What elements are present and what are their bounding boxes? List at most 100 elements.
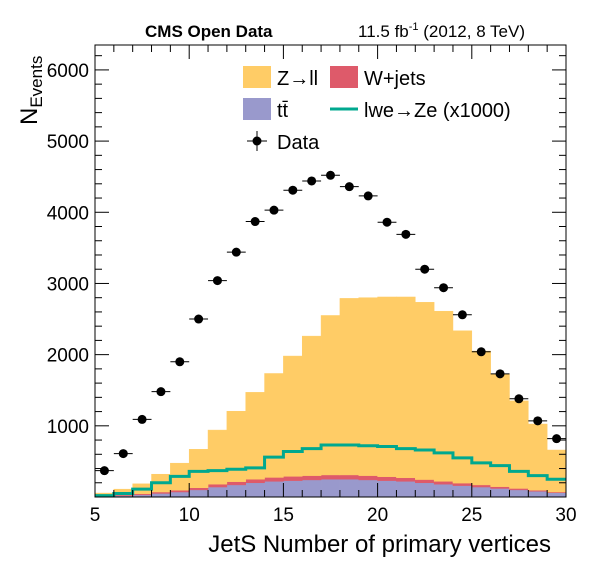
stack-bar-0-4 [170,491,190,498]
stack-bar-2-10 [283,355,303,477]
data-marker-18 [439,283,449,293]
y-tick-label-6000: 6000 [47,61,89,82]
data-points [95,170,566,476]
data-point-7 [226,247,246,257]
stack-bar-2-13 [339,298,360,476]
stack-bar-2-21 [490,373,510,487]
data-point-19 [452,310,472,320]
experiment-label: CMS Open Data [145,22,273,41]
stack-bar-0-6 [207,486,228,498]
data-point-13 [339,182,359,192]
stack-bar-2-6 [207,429,228,485]
stack-bar-2-15 [377,296,397,477]
stack-bar-1-12 [320,474,341,480]
data-point-5 [189,314,209,324]
stack-bar-1-9 [264,477,284,482]
stack-bar-1-10 [283,476,303,481]
stack-bar-0-22 [509,489,529,498]
stack-bar-0-10 [283,480,303,498]
stack-bar-2-23 [528,423,548,491]
x-tick-label-30: 30 [555,505,576,526]
data-point-1 [113,449,133,459]
stack-bar-2-12 [320,315,341,476]
data-marker-2 [137,414,147,424]
stack-bar-0-13 [339,478,360,498]
data-point-17 [415,264,435,274]
stack-bar-1-17 [415,479,435,484]
stack-bar-1-21 [490,486,510,489]
data-point-9 [264,205,284,215]
lumi-value: 11.5 [358,22,390,41]
stack-bar-1-8 [245,478,265,484]
stack-bar-1-14 [358,475,378,481]
svg-text:NEvents: NEvents [16,56,46,125]
stack-bar-1-4 [170,489,190,493]
data-marker-1 [118,449,128,459]
stack-bar-1-13 [339,474,360,480]
legend-item-2: tt̄ [243,98,289,122]
luminosity-label: 11.5 fb-1 (2012, 8 TeV) [358,15,525,41]
stack-bar-1-15 [377,476,397,481]
stack-bar-0-20 [471,486,491,498]
y-axis-title: NEvents [16,56,46,125]
stack-bar-0-9 [264,481,284,498]
stack-bar-2-19 [452,330,473,484]
data-point-14 [358,191,378,201]
stack-bar-0-15 [377,480,397,498]
stack-bar-2-7 [226,410,246,482]
data-point-2 [132,414,152,424]
stack-bar-1-7 [226,481,246,486]
stacked-histogram [94,296,567,498]
x-tick-label-5: 5 [90,505,101,526]
data-point-23 [528,416,548,426]
stack-bar-2-20 [471,350,491,486]
stack-bar-2-22 [509,400,529,489]
legend-item-0: Z→ll [243,66,318,90]
stack-bar-0-23 [528,491,548,498]
data-point-12 [321,170,340,180]
legend-item-1: W+jets [330,66,426,90]
y-tick-label-4000: 4000 [47,203,89,224]
y-tick-label-5000: 5000 [47,132,89,153]
stack-bar-0-14 [358,479,378,498]
data-marker-9 [269,205,279,215]
stack-bar-0-7 [226,484,246,498]
data-marker-22 [514,394,524,404]
data-marker-16 [401,229,411,239]
data-marker-13 [344,182,354,192]
stack-bar-2-17 [415,302,435,480]
data-point-8 [245,217,265,227]
y-axis-title-main: N [16,108,43,125]
stack-bar-2-14 [358,297,378,476]
stack-bar-2-11 [301,335,322,476]
data-marker-12 [326,170,335,180]
data-marker-0 [99,466,109,476]
x-tick-label-20: 20 [367,505,388,526]
data-marker-11 [307,176,317,186]
legend-swatch-1 [330,66,358,88]
data-point-16 [396,229,416,239]
y-tick-label-2000: 2000 [47,346,89,367]
data-point-24 [547,434,566,444]
signal-step-line [95,443,566,498]
stack-bar-2-8 [245,392,265,480]
stack-bar-0-18 [433,483,454,498]
data-point-18 [434,283,453,293]
data-marker-17 [420,264,430,274]
stack-bar-1-5 [188,487,209,491]
legend-swatch-4 [252,136,262,146]
stack-bar-2-9 [264,373,284,478]
stack-bar-2-24 [546,449,567,493]
stack-bar-0-8 [245,482,265,498]
stack-bar-0-24 [546,492,567,498]
x-tick-label-25: 25 [461,505,482,526]
data-marker-6 [212,276,222,286]
data-marker-15 [382,217,392,227]
data-marker-14 [363,191,373,201]
data-point-22 [509,394,529,404]
stack-bar-2-5 [188,449,209,488]
data-marker-19 [457,310,467,320]
data-marker-8 [250,217,260,227]
legend-item-4: Data [247,131,320,154]
